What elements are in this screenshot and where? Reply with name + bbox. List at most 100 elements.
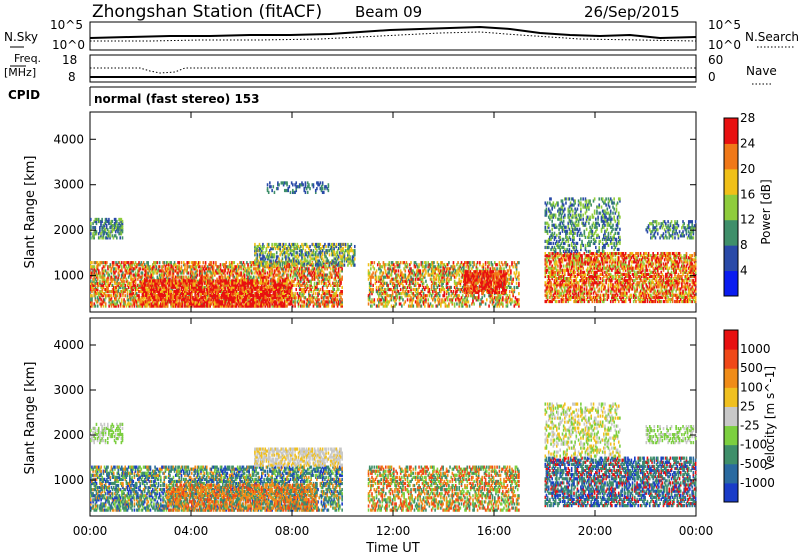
range-gate-cell <box>122 292 124 296</box>
range-gate-cell <box>131 261 133 265</box>
range-gate-cell <box>217 269 219 273</box>
range-gate-cell <box>298 273 301 277</box>
range-gate-cell <box>297 283 300 287</box>
range-gate-cell <box>134 277 137 281</box>
range-gate-cell <box>92 283 94 287</box>
range-gate-cell <box>238 292 240 296</box>
range-gate-cell <box>194 267 197 271</box>
range-gate-cell <box>91 267 93 271</box>
range-gate-cell <box>226 289 229 294</box>
range-gate-cell <box>189 271 192 275</box>
range-gate-cell <box>209 302 211 306</box>
range-gate-cell <box>115 302 117 306</box>
range-gate-cell <box>92 287 94 292</box>
range-gate-cell <box>98 269 100 273</box>
range-gate-cell <box>248 273 250 277</box>
range-gate-cell <box>143 302 146 306</box>
range-gate-cell <box>90 217 92 222</box>
range-gate-cell <box>118 296 121 300</box>
range-gate-cell <box>105 224 108 228</box>
range-gate-cell <box>115 263 117 267</box>
range-gate-cell <box>112 273 115 277</box>
range-gate-cell <box>103 265 106 269</box>
range-gate-cell <box>141 279 144 283</box>
range-gate-cell <box>236 271 239 275</box>
range-gate-cell <box>283 271 286 275</box>
range-gate-cell <box>290 267 293 271</box>
range-gate-cell <box>308 183 310 187</box>
range-gate-cell <box>252 275 255 279</box>
range-gate-cell <box>139 302 141 306</box>
range-gate-cell <box>221 289 224 294</box>
range-gate-cell <box>243 263 246 267</box>
range-gate-cell <box>274 265 277 269</box>
range-gate-cell <box>258 294 261 298</box>
range-gate-cell <box>111 219 114 224</box>
range-gate-cell <box>247 275 249 279</box>
range-gate-cell <box>104 294 107 298</box>
range-gate-cell <box>203 275 206 279</box>
range-gate-cell <box>168 267 170 271</box>
range-gate-cell <box>98 263 100 267</box>
range-gate-cell <box>217 287 219 292</box>
range-gate-cell <box>243 279 246 283</box>
range-gate-cell <box>205 294 208 298</box>
range-gate-cell <box>350 242 353 247</box>
range-gate-cell <box>266 187 269 191</box>
range-gate-cell <box>168 300 170 304</box>
range-gate-cell <box>127 298 130 302</box>
range-gate-cell <box>235 267 238 271</box>
range-gate-cell <box>289 265 292 269</box>
range-gate-cell <box>171 273 174 277</box>
range-gate-cell <box>119 292 122 296</box>
range-gate-cell <box>133 294 136 298</box>
range-gate-cell <box>231 271 233 275</box>
range-gate-cell <box>130 273 132 277</box>
range-gate-cell <box>271 281 273 285</box>
range-gate-cell <box>306 190 309 195</box>
range-gate-cell <box>125 265 128 269</box>
range-gate-cell <box>111 289 114 294</box>
range-gate-cell <box>246 261 248 265</box>
range-gate-cell <box>138 261 140 265</box>
range-gate-cell <box>134 296 137 300</box>
range-gate-cell <box>104 304 107 308</box>
range-gate-cell <box>248 304 250 308</box>
range-gate-cell <box>99 261 101 265</box>
range-gate-cell <box>272 285 275 290</box>
range-gate-cell <box>328 253 331 257</box>
range-gate-cell <box>277 277 279 281</box>
range-gate-cell <box>132 298 135 302</box>
range-gate-cell <box>141 273 144 277</box>
range-gate-cell <box>240 261 242 265</box>
range-gate-cell <box>100 292 102 296</box>
range-gate-cell <box>147 263 149 267</box>
range-gate-cell <box>248 267 250 271</box>
range-gate-cell <box>110 271 113 275</box>
range-gate-cell <box>110 267 113 271</box>
range-gate-cell <box>93 287 96 292</box>
range-gate-cell <box>240 277 242 281</box>
range-gate-cell <box>104 279 107 283</box>
range-gate-cell <box>137 298 139 302</box>
range-gate-cell <box>194 261 197 265</box>
range-gate-cell <box>300 296 302 300</box>
range-gate-cell <box>186 263 189 267</box>
range-gate-cell <box>180 267 183 271</box>
range-gate-cell <box>295 269 298 273</box>
range-gate-cell <box>169 294 171 298</box>
range-gate-cell <box>151 273 154 277</box>
range-gate-cell <box>133 304 136 308</box>
range-gate-cell <box>236 285 239 290</box>
range-gate-cell <box>130 302 132 306</box>
range-gate-cell <box>98 294 100 298</box>
range-gate-cell <box>261 261 263 265</box>
range-gate-cell <box>242 279 245 283</box>
range-gate-cell <box>186 267 189 271</box>
range-gate-cell <box>141 267 144 271</box>
range-gate-cell <box>270 273 272 277</box>
range-gate-cell <box>164 265 167 269</box>
range-gate-cell <box>92 285 94 290</box>
range-gate-cell <box>93 281 96 285</box>
range-gate-cell <box>169 267 171 271</box>
